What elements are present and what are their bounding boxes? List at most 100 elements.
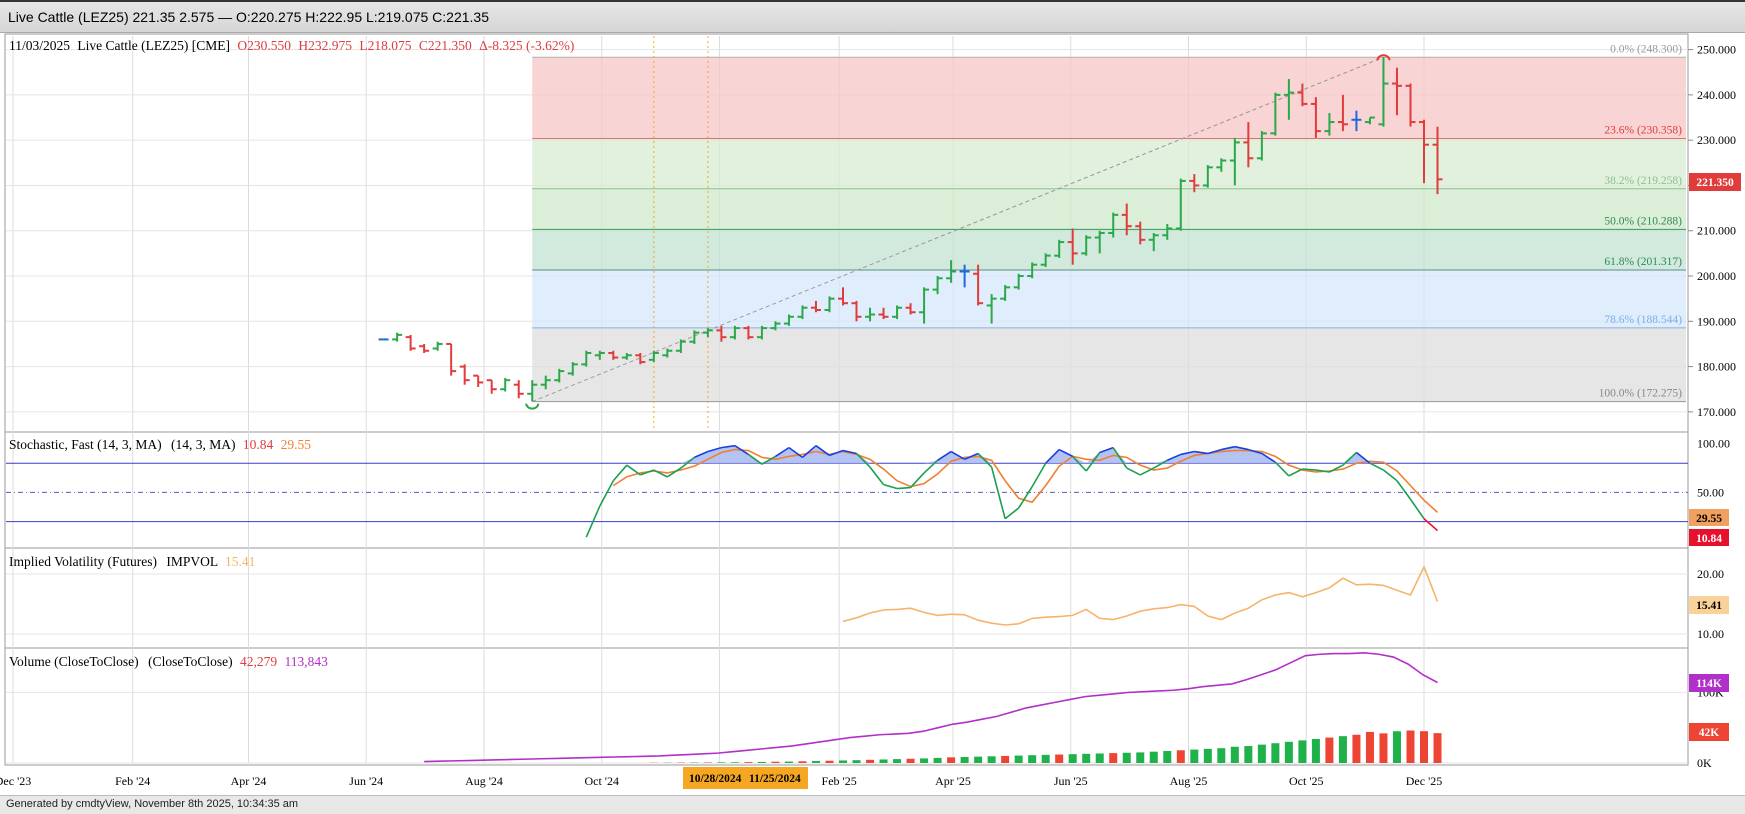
- header-symbol: Live Cattle (LEZ25) [CME]: [77, 38, 230, 53]
- ohlc-bar: [1351, 110, 1362, 132]
- stoch-k-segment: [761, 455, 776, 465]
- stoch-params: (14, 3, MA): [171, 437, 236, 452]
- stoch-k-segment: [1423, 518, 1439, 532]
- stoch-k-segment: [801, 445, 817, 458]
- stoch-k-segment: [1004, 507, 1020, 520]
- header-high: H232.975: [298, 38, 352, 53]
- ohlc-bar: [1054, 239, 1065, 258]
- volume-bar: [744, 762, 753, 763]
- ohlc-bar: [1067, 228, 1078, 265]
- volume-bar: [1392, 731, 1401, 763]
- ohlc-bar: [1432, 126, 1443, 195]
- price-pane-header: 11/03/2025 Live Cattle (LEZ25) [CME] O23…: [9, 38, 574, 53]
- stoch-d-tag-label: 29.55: [1696, 513, 1722, 525]
- stoch-k-segment: [1153, 459, 1168, 469]
- chart-area[interactable]: 0.0% (248.300) 23.6% (230.358) 38.2% (219.…: [0, 33, 1745, 795]
- ohlc-bar: [392, 332, 403, 342]
- ohlc-bar: [1189, 174, 1200, 193]
- x-tick-label: Oct '24: [584, 774, 619, 788]
- stoch-k-segment: [1085, 452, 1101, 472]
- fib-level-label: 78.6% (188.544): [1604, 314, 1682, 326]
- ohlc-bar: [1310, 97, 1321, 138]
- ohlc-bar: [1081, 235, 1092, 256]
- fib-level-label: 100.0% (172.275): [1599, 388, 1683, 400]
- volume-name: Volume (CloseToClose): [9, 654, 139, 669]
- volume-bar: [1136, 752, 1145, 763]
- fibonacci-retracement: 0.0% (248.300) 23.6% (230.358) 38.2% (219.…: [525, 43, 1686, 410]
- ohlc-bar: [810, 300, 821, 313]
- stoch-k-segment: [896, 486, 911, 490]
- ohlc-bar: [1094, 230, 1105, 254]
- volume-bar: [1203, 748, 1212, 763]
- fib-level-label: 38.2% (219.258): [1604, 175, 1682, 187]
- volume-bar: [1190, 749, 1199, 763]
- x-tick-label: Dec '23: [0, 774, 31, 788]
- fib-trend-line: [532, 56, 1384, 403]
- ohlc-bar: [986, 294, 997, 324]
- fib-zone: [532, 327, 1686, 402]
- ohlc-bar: [797, 305, 808, 320]
- stoch-k-segment: [612, 464, 628, 482]
- price-y-tick-label: 170.000: [1697, 405, 1736, 419]
- ohlc-bar: [446, 342, 457, 376]
- volume-bar: [987, 756, 996, 763]
- volume-bar: [717, 762, 726, 763]
- crosshair-lines: [653, 36, 709, 428]
- stoch-k-segment: [842, 449, 857, 455]
- volume-bar: [1028, 755, 1037, 763]
- ohlc-bar: [689, 330, 700, 344]
- x-tick-label: Aug '24: [465, 774, 503, 788]
- stoch-k-segment: [815, 445, 830, 457]
- iv-tag: 15.41: [1689, 596, 1729, 614]
- header-open: O230.550: [237, 38, 291, 53]
- stoch-k-segment: [883, 483, 898, 490]
- volume-bar: [920, 758, 929, 763]
- ohlc-bar: [1175, 178, 1186, 231]
- stoch-k-segment: [1112, 447, 1128, 469]
- iv-y-tick-label: 20.00: [1697, 567, 1724, 581]
- ohlc-bar: [1148, 233, 1159, 252]
- footer-generated-text: Generated by cmdtyView, November 8th 202…: [6, 798, 299, 810]
- swing-high-marker: [1376, 54, 1391, 61]
- x-tick-label: Oct '25: [1289, 774, 1324, 788]
- fib-zone: [532, 138, 1686, 189]
- ohlc-bar: [1027, 262, 1038, 279]
- ohlc-bar: [432, 341, 443, 351]
- ohlc-bar: [959, 264, 970, 288]
- ohlc-bar: [567, 362, 578, 376]
- volume-bars: [424, 652, 1442, 763]
- iv-header: Implied Volatility (Futures) IMPVOL 15.4…: [9, 554, 255, 569]
- volume-avg-value: 113,843: [284, 654, 328, 669]
- ohlc-bar: [1202, 165, 1213, 188]
- ohlc-bar: [756, 325, 767, 340]
- x-tick-label: Feb '25: [822, 774, 857, 788]
- last-price-label: 221.350: [1696, 177, 1734, 189]
- stoch-k-segment: [788, 446, 803, 459]
- ohlc-bar: [892, 305, 903, 320]
- ohlc-bar: [554, 368, 565, 383]
- ohlc-bar: [919, 287, 930, 324]
- volume-bar: [960, 756, 969, 763]
- stoch-k-segment: [707, 446, 722, 453]
- ohlc-bar: [500, 377, 511, 392]
- price-bars: [378, 57, 1443, 402]
- crosshair-date-tag: [683, 767, 808, 789]
- ohlc-bar: [1135, 221, 1146, 245]
- stoch-k-segment: [923, 459, 939, 474]
- volume-bar: [1365, 731, 1374, 763]
- x-tick-label: Apr '24: [231, 774, 267, 788]
- stoch-k-segment: [977, 452, 993, 468]
- volume-tag-label: 42K: [1699, 727, 1720, 739]
- stoch-k-segment: [964, 452, 979, 461]
- ohlc-bar: [648, 350, 659, 363]
- ohlc-bar: [946, 260, 957, 283]
- volume-bar: [1420, 731, 1428, 763]
- stoch-k-segment: [1261, 452, 1276, 463]
- stoch-k-segment: [909, 472, 925, 489]
- ohlc-bar: [1243, 122, 1254, 168]
- ohlc-bar: [1270, 92, 1281, 136]
- stoch-k-segment: [1166, 453, 1182, 462]
- stoch-k-segment: [1396, 480, 1412, 500]
- stoch-k-segment: [1369, 462, 1384, 471]
- ohlc-bar: [608, 350, 619, 360]
